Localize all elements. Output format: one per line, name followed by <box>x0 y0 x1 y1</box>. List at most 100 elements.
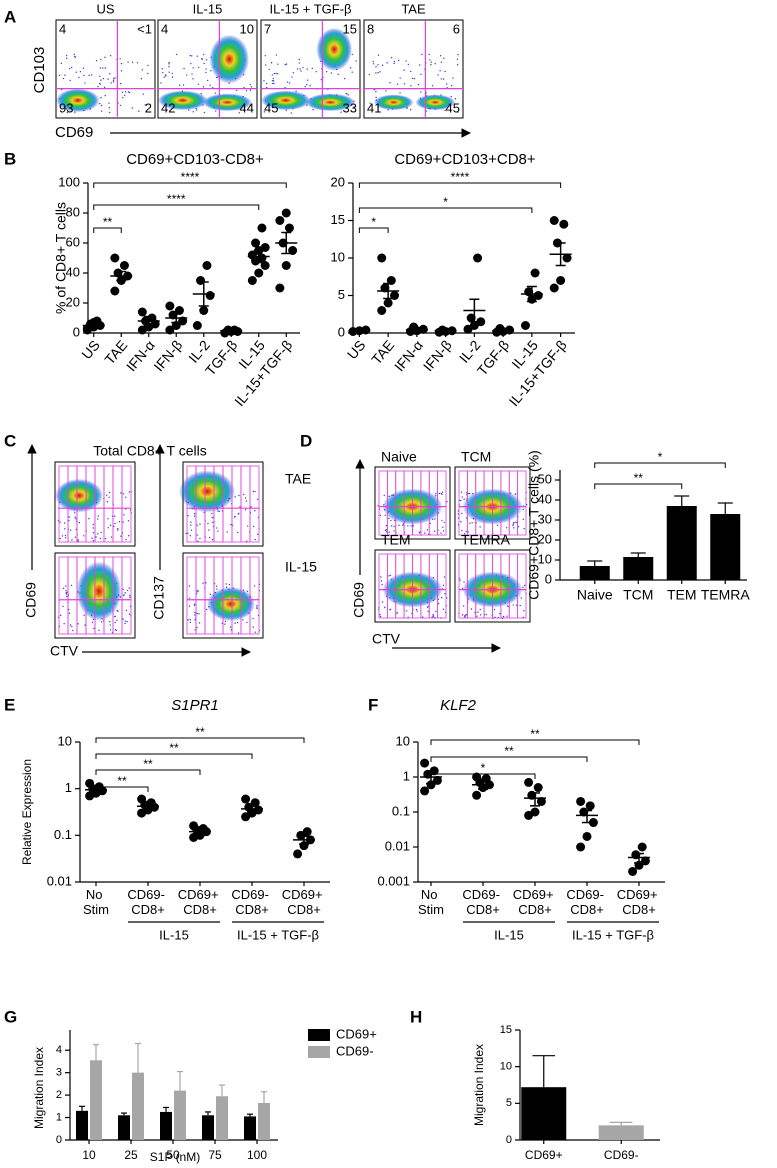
plot-title: US <box>96 1 114 16</box>
event-dot <box>197 591 199 593</box>
event-dot <box>277 63 279 65</box>
event-dot <box>68 519 70 522</box>
event-dot <box>168 71 170 73</box>
event-dot <box>108 106 110 109</box>
event-dot <box>197 66 200 69</box>
event-dot <box>78 76 80 79</box>
data-point <box>383 298 393 308</box>
event-dot <box>401 524 404 526</box>
event-dot <box>380 576 382 578</box>
event-dot <box>398 524 400 527</box>
event-dot <box>73 55 76 58</box>
significance-bracket <box>93 227 122 233</box>
event-dot <box>298 62 300 64</box>
panel-title: Total CD8+ T cells <box>93 443 206 459</box>
event-dot <box>236 89 238 92</box>
event-dot <box>83 74 85 77</box>
event-dot <box>60 62 62 65</box>
event-dot <box>276 72 279 75</box>
data-point <box>281 261 291 270</box>
event-dot <box>457 53 459 56</box>
event-dot <box>288 82 291 84</box>
axis-label: CD69 <box>351 582 367 618</box>
event-dot <box>211 538 214 541</box>
bar <box>521 1087 567 1140</box>
event-dot <box>99 67 102 69</box>
event-dot <box>196 524 199 526</box>
event-dot <box>58 74 61 77</box>
event-dot <box>91 74 93 76</box>
event-dot <box>198 613 200 615</box>
density-blob <box>76 561 122 621</box>
legend-label: CD69- <box>336 1043 374 1058</box>
event-dot <box>410 70 412 73</box>
event-dot <box>205 59 208 61</box>
x-tick-label: IFN-α <box>123 337 158 374</box>
event-dot <box>485 613 487 616</box>
event-dot <box>253 525 255 528</box>
event-dot <box>238 512 240 515</box>
event-dot <box>264 54 267 57</box>
event-dot <box>353 106 355 108</box>
event-dot <box>98 629 100 632</box>
significance-bracket <box>594 462 726 468</box>
event-dot <box>434 530 436 532</box>
event-dot <box>440 532 442 534</box>
event-dot <box>411 77 414 80</box>
event-dot <box>216 588 218 590</box>
event-dot <box>242 109 245 111</box>
quadrant-value: 6 <box>453 21 460 36</box>
event-dot <box>390 525 393 527</box>
data-point <box>110 253 120 263</box>
event-dot <box>113 77 115 80</box>
event-dot <box>92 540 95 542</box>
event-dot <box>351 53 354 56</box>
event-dot <box>106 501 109 503</box>
event-dot <box>428 53 430 56</box>
group-label: IL-15 <box>159 927 189 942</box>
event-dot <box>125 609 128 612</box>
event-dot <box>188 605 191 608</box>
event-dot <box>100 58 102 61</box>
event-dot <box>190 62 192 65</box>
event-dot <box>385 529 388 531</box>
event-dot <box>505 527 508 529</box>
gate-box <box>517 470 527 536</box>
event-dot <box>372 60 374 63</box>
event-dot <box>128 613 131 615</box>
event-dot <box>419 531 421 533</box>
event-dot <box>383 494 385 497</box>
event-dot <box>415 608 418 611</box>
density-blob <box>261 90 311 111</box>
group-label: IL-15 + TGF-β <box>572 927 654 942</box>
event-dot <box>263 111 266 113</box>
event-dot <box>165 75 167 77</box>
event-dot <box>74 516 76 518</box>
event-dot <box>78 521 81 524</box>
event-dot <box>284 63 286 66</box>
gate-box <box>437 553 447 619</box>
group-label: IL-15 <box>494 927 524 942</box>
event-dot <box>205 71 207 74</box>
event-dot <box>431 85 434 87</box>
x-tick-label: CD69- CD8+ <box>566 887 607 917</box>
event-dot <box>108 496 110 498</box>
event-dot <box>61 88 63 91</box>
event-dot <box>196 534 199 536</box>
event-dot <box>390 519 392 522</box>
event-dot <box>122 594 125 597</box>
y-tick-label: 30 <box>538 511 552 526</box>
event-dot <box>188 597 190 599</box>
gate-box <box>121 556 132 635</box>
data-point <box>165 325 175 335</box>
event-dot <box>191 73 193 75</box>
event-dot <box>203 62 205 65</box>
event-dot <box>377 505 379 507</box>
event-dot <box>522 508 524 511</box>
event-dot <box>388 531 390 533</box>
data-point <box>281 208 291 218</box>
event-dot <box>145 110 148 113</box>
event-dot <box>302 66 304 69</box>
event-dot <box>469 522 471 524</box>
event-dot <box>122 493 125 495</box>
